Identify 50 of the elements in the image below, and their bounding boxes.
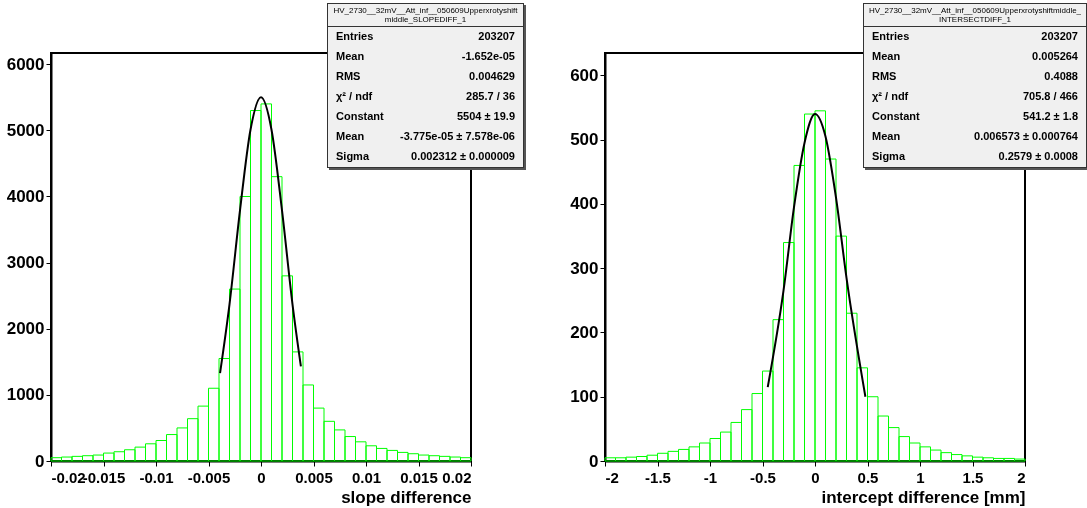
- text: Entries 203207: [872, 30, 1078, 42]
- line-series: [219, 96, 302, 375]
- y-tick-label: 200: [570, 323, 599, 342]
- text: RMS 0.4088: [872, 70, 1078, 82]
- x-tick-label: -0.5: [750, 468, 776, 486]
- text: Sigma 0.2579 ± 0.0008: [872, 150, 1078, 162]
- text: Mean 0.005264: [872, 50, 1078, 62]
- x-tick-label: -1: [703, 468, 718, 486]
- y-tick-label: 0: [589, 451, 599, 471]
- y-tick-label: 6000: [6, 54, 45, 74]
- text: Mean -3.775e-05 ± 7.578e-06: [336, 130, 515, 142]
- line-series: [766, 113, 867, 398]
- x-tick-label: 1.5: [962, 468, 984, 486]
- x-tick-label: 0.02: [442, 468, 472, 486]
- y-tick-label: 400: [570, 194, 599, 214]
- text: HV_2730__32mV__Att_inf__050609Upperxrotyshiftmiddle_SLOPEDIFF_1: [328, 4, 523, 27]
- y-tick-label: 600: [570, 65, 599, 85]
- y-tick-label: 0: [35, 451, 45, 471]
- text: χ² / ndf 705.8 / 466: [872, 90, 1078, 102]
- text: RMS 0.004629: [336, 70, 515, 82]
- y-tick-label: 100: [570, 387, 599, 407]
- y-tick-label: 3000: [6, 253, 45, 273]
- x-tick-label: 0.005: [295, 468, 333, 486]
- x-tick-label: -1.5: [645, 468, 671, 486]
- x-tick-label: 2: [1017, 468, 1026, 486]
- text: Mean 0.006573 ± 0.000764: [872, 130, 1078, 142]
- x-tick-label: 0.01: [351, 468, 382, 486]
- x-tick-label: -0.005: [187, 468, 231, 486]
- y-tick-label: 1000: [6, 385, 45, 405]
- y-tick-label: 2000: [6, 319, 45, 339]
- text: Sigma 0.002312 ± 0.000009: [336, 150, 515, 162]
- text: Constant 541.2 ± 1.8: [872, 110, 1078, 122]
- x-tick-label: 0.5: [857, 468, 879, 486]
- x-tick-label: 0.015: [400, 468, 438, 486]
- y-tick-label: 5000: [6, 120, 45, 140]
- text: HV_2730__32mV__Att_inf__050609Upperxrotyshiftmiddle_INTERSECTDIFF_1: [864, 4, 1086, 27]
- x-tick-label: 0: [257, 468, 266, 486]
- x-axis-title: slope difference: [341, 487, 472, 507]
- x-tick-label: -0.01: [139, 468, 174, 486]
- y-tick-label: 500: [570, 130, 599, 150]
- text: Constant 5504 ± 19.9: [336, 110, 515, 122]
- x-tick-label: 1: [916, 468, 925, 486]
- y-tick-label: 300: [570, 258, 599, 278]
- y-tick-label: 4000: [6, 186, 45, 206]
- x-tick-label: -2: [605, 468, 619, 486]
- text: χ² / ndf 285.7 / 36: [336, 90, 515, 102]
- x-tick-label: 0: [811, 468, 820, 486]
- text: Entries 203207: [336, 30, 515, 42]
- text: Mean -1.652e-05: [336, 50, 515, 62]
- x-axis-title: intercept difference [mm]: [821, 487, 1026, 507]
